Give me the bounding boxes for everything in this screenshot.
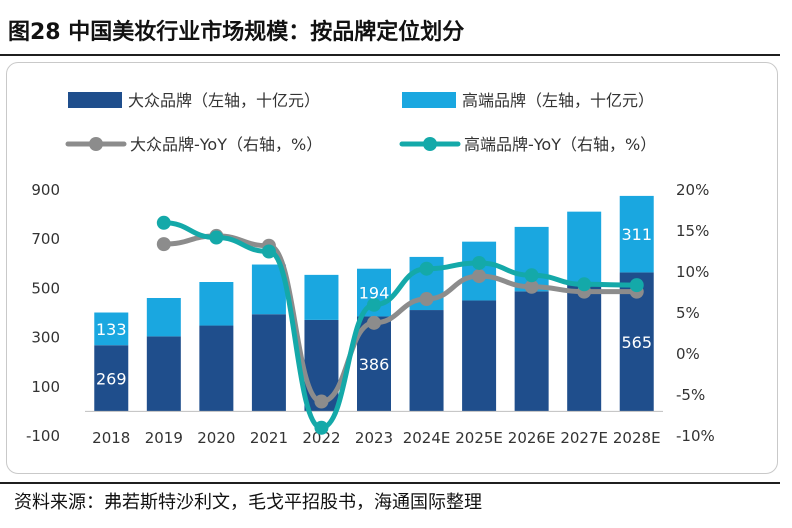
legend-label: 大众品牌（左轴，十亿元） <box>128 91 320 110</box>
source-note: 资料来源：弗若斯特沙利文，毛戈平招股书，海通国际整理 <box>14 492 482 513</box>
legend-marker <box>423 137 437 151</box>
y-right-tick-label: 5% <box>676 304 700 322</box>
bar-mass <box>409 310 444 412</box>
x-tick-label: 2018 <box>92 429 130 447</box>
point-mass-yoy <box>419 292 434 307</box>
y-left-tick-label: 300 <box>31 329 60 347</box>
point-mass-yoy <box>314 394 329 409</box>
point-premium-yoy <box>577 277 592 292</box>
point-premium-yoy <box>156 215 171 230</box>
data-label-premium: 311 <box>621 225 652 244</box>
y-left-tick-label: -100 <box>26 427 60 445</box>
bar-mass <box>146 336 181 412</box>
x-tick-label: 2026E <box>508 429 556 447</box>
bar-premium <box>304 274 339 320</box>
x-tick-label: 2027E <box>560 429 608 447</box>
x-tick-label: 2023 <box>355 429 393 447</box>
y-right-tick-label: 20% <box>676 181 709 199</box>
bar-premium <box>199 282 234 326</box>
figure-title: 图28 中国美妆行业市场规模：按品牌定位划分 <box>8 20 465 45</box>
line-mass-yoy <box>161 233 640 405</box>
x-tick-label: 2022 <box>302 429 340 447</box>
legend-label: 高端品牌（左轴，十亿元） <box>462 91 654 110</box>
data-label-premium: 133 <box>96 320 127 339</box>
bar-premium <box>251 264 286 315</box>
bar-mass <box>94 345 129 412</box>
bottom-rule <box>0 482 780 484</box>
bar-premium <box>619 195 654 273</box>
bar-premium <box>567 211 602 283</box>
legend-swatch <box>68 92 122 108</box>
point-premium-yoy <box>524 268 539 283</box>
point-premium-yoy <box>209 230 224 245</box>
bar-mass <box>567 282 602 412</box>
y-right-tick-label: -10% <box>676 427 715 445</box>
bar-mass <box>514 291 549 412</box>
point-mass-yoy <box>367 315 381 330</box>
point-premium-yoy <box>314 420 329 435</box>
y-right-tick-label: 15% <box>676 222 709 240</box>
y-right-tick-label: -5% <box>676 386 705 404</box>
data-label-mass: 386 <box>359 355 390 374</box>
line-premium-yoy <box>161 220 640 431</box>
x-tick-label: 2025E <box>455 429 503 447</box>
bar-premium <box>146 297 181 337</box>
point-premium-yoy <box>419 261 434 276</box>
y-right-tick-label: 10% <box>676 263 709 281</box>
legend-label: 高端品牌-YoY（右轴，%） <box>464 135 656 154</box>
point-premium-yoy <box>472 255 487 270</box>
y-left-tick-label: 900 <box>31 181 60 199</box>
data-label-mass: 565 <box>621 333 652 352</box>
legend-label: 大众品牌-YoY（右轴，%） <box>130 135 322 154</box>
top-rule <box>0 54 780 56</box>
x-tick-label: 2021 <box>250 429 288 447</box>
y-right-tick-label: 0% <box>676 345 700 363</box>
data-label-mass: 269 <box>96 369 127 388</box>
point-premium-yoy <box>261 244 276 259</box>
data-label-premium: 194 <box>359 284 390 303</box>
point-mass-yoy <box>156 237 171 252</box>
bar-mass <box>199 325 234 412</box>
y-left-tick-label: 100 <box>31 378 60 396</box>
x-tick-label: 2024E <box>403 429 451 447</box>
bar-mass <box>462 300 497 412</box>
point-premium-yoy <box>629 278 644 293</box>
y-left-tick-label: 500 <box>31 279 60 297</box>
x-tick-label: 2028E <box>613 429 661 447</box>
legend-swatch <box>402 92 456 108</box>
y-left-tick-label: 700 <box>31 230 60 248</box>
legend-marker <box>89 137 103 151</box>
bar-mass <box>251 314 286 412</box>
x-tick-label: 2019 <box>145 429 183 447</box>
point-premium-yoy <box>367 297 381 312</box>
point-mass-yoy <box>524 279 539 294</box>
point-mass-yoy <box>472 269 487 284</box>
x-tick-label: 2020 <box>197 429 235 447</box>
bar-premium <box>94 312 129 346</box>
